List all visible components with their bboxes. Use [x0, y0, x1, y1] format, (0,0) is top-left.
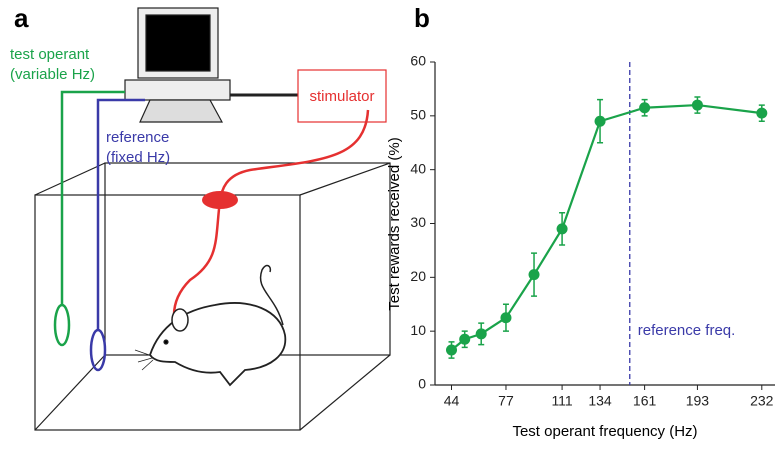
panel-label: a — [14, 3, 29, 33]
panel-label: b — [414, 3, 430, 33]
reference-label: reference freq. — [638, 322, 736, 339]
x-tick-label: 193 — [686, 393, 710, 409]
test-operant-loop — [53, 303, 71, 347]
diagram — [34, 7, 391, 431]
data-line — [450, 103, 762, 351]
box-front — [34, 194, 301, 431]
x-tick-label: 161 — [633, 393, 657, 409]
data-point — [500, 312, 512, 324]
stimulation-cable — [172, 109, 370, 326]
x-axis-label: Test operant frequency (Hz) — [512, 423, 697, 440]
data-point — [446, 344, 458, 356]
reference-sublabel: (fixed Hz) — [106, 149, 170, 166]
x-tick-label: 77 — [498, 393, 514, 409]
data-point — [691, 99, 703, 111]
x-tick-label: 232 — [750, 393, 774, 409]
x-tick-label: 111 — [551, 393, 572, 409]
whiskers — [134, 349, 154, 371]
y-tick-label: 10 — [410, 322, 426, 338]
computer-case — [124, 79, 231, 101]
test-operant-label: test operant — [10, 46, 90, 63]
y-tick-label: 0 — [418, 376, 426, 392]
box-edge — [299, 162, 391, 196]
rat-ear — [171, 308, 189, 332]
chart: b Test operant frequency (Hz) Test rewar… — [386, 3, 698, 440]
rat-eye — [163, 339, 169, 345]
y-tick-label: 20 — [410, 268, 426, 284]
y-axis-label: Test rewards received (%) — [386, 137, 403, 310]
reference-label: reference — [106, 129, 169, 146]
reference-loop — [89, 328, 107, 372]
reference-wire — [96, 98, 145, 330]
y-tick-label: 60 — [410, 53, 426, 69]
y-tick-label: 50 — [410, 107, 426, 123]
box-edge — [299, 354, 391, 431]
rat-tail — [259, 264, 284, 326]
data-point — [528, 269, 540, 281]
y-tick-label: 30 — [410, 214, 426, 230]
y-tick-label: 40 — [410, 160, 426, 176]
screen — [145, 14, 211, 72]
x-tick-label: 134 — [588, 393, 612, 409]
data-point — [756, 107, 768, 119]
data-point — [639, 102, 651, 114]
data-point — [556, 223, 568, 235]
stimulator-box — [297, 69, 387, 123]
test-operant-sublabel: (variable Hz) — [10, 66, 95, 83]
box-edge — [34, 162, 106, 196]
data-point — [475, 328, 487, 340]
commutator — [202, 191, 238, 209]
stimulator-label: stimulator — [309, 88, 374, 105]
test-wire — [60, 90, 125, 305]
x-tick-label: 44 — [444, 393, 460, 409]
keyboard — [139, 99, 224, 123]
data-point — [594, 115, 606, 127]
data-point — [459, 333, 471, 345]
rat — [149, 302, 287, 387]
